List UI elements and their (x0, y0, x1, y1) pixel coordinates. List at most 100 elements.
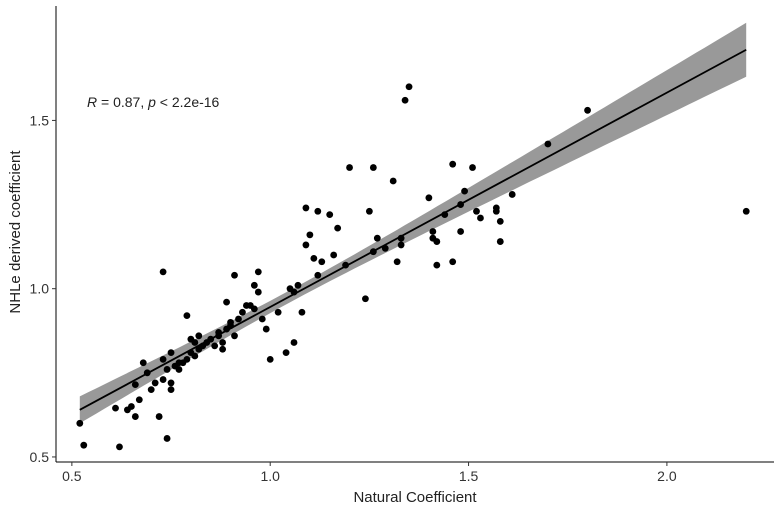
data-point (369, 164, 377, 171)
data-point (294, 281, 302, 289)
data-point (191, 352, 199, 360)
data-point (211, 342, 219, 350)
data-point (131, 413, 139, 420)
data-point (306, 231, 314, 239)
data-point (508, 191, 516, 198)
data-point (135, 396, 143, 404)
data-point (334, 224, 342, 232)
data-point (544, 140, 552, 148)
data-point (449, 258, 457, 266)
data-point (290, 339, 298, 346)
data-point (365, 207, 373, 215)
data-point (167, 379, 175, 387)
data-point (433, 261, 441, 269)
data-point (584, 106, 591, 114)
data-point (330, 251, 338, 259)
data-point (393, 258, 401, 266)
data-point (262, 325, 270, 333)
data-point (342, 261, 349, 269)
data-point (219, 345, 227, 353)
annotation-r-value: = 0.87, (97, 94, 148, 110)
data-point (215, 329, 223, 336)
data-point (314, 207, 322, 215)
data-point (318, 258, 326, 266)
data-point (163, 366, 171, 373)
data-point (314, 271, 322, 279)
data-point (183, 355, 191, 363)
data-point (266, 355, 274, 363)
data-point (425, 194, 433, 202)
data-point (282, 349, 290, 357)
data-point (449, 160, 457, 168)
y-tick-label: 0.5 (30, 449, 50, 465)
data-point (401, 96, 409, 104)
x-ticks: 0.5 1.0 1.5 2.0 (62, 462, 677, 484)
data-point (143, 369, 151, 377)
data-point (159, 268, 167, 276)
data-point (191, 339, 199, 346)
data-point (167, 349, 175, 357)
data-point (175, 366, 183, 373)
data-point (441, 211, 449, 219)
data-point (163, 435, 171, 442)
points-layer (76, 83, 750, 451)
data-point (127, 403, 135, 410)
data-point (302, 204, 310, 212)
confidence-band (79, 22, 747, 424)
x-tick-label: 1.0 (260, 468, 280, 484)
y-ticks: 0.5 1.0 1.5 (30, 112, 56, 465)
data-point (389, 177, 397, 185)
confidence-band-layer (79, 22, 747, 424)
x-tick-label: 2.0 (657, 468, 677, 484)
correlation-annotation: R = 0.87, p < 2.2e-16 (87, 94, 220, 110)
data-point (227, 322, 234, 330)
data-point (457, 201, 465, 208)
data-point (250, 305, 258, 313)
data-point (290, 288, 298, 296)
data-point (231, 271, 238, 279)
data-point (373, 234, 381, 242)
data-point (239, 308, 246, 316)
data-point (195, 332, 203, 340)
x-axis-title: Natural Coefficient (353, 489, 477, 506)
data-point (457, 228, 465, 235)
data-point (112, 404, 119, 412)
y-axis-title: NHLe derived coefficient (7, 150, 24, 314)
data-point (219, 339, 227, 346)
data-point (254, 288, 262, 296)
data-point (151, 379, 159, 387)
data-point (302, 241, 310, 249)
data-point (397, 241, 405, 249)
data-point (131, 381, 139, 388)
data-point (116, 443, 123, 451)
data-point (183, 312, 191, 320)
x-tick-label: 1.5 (459, 468, 479, 484)
data-point (254, 268, 262, 276)
data-point (405, 83, 413, 91)
data-point (235, 315, 242, 323)
annotation-p-symbol: p (147, 94, 156, 110)
data-point (250, 281, 258, 289)
data-point (76, 419, 84, 427)
data-point (167, 386, 175, 394)
data-point (346, 164, 353, 171)
annotation-p-value: < 2.2e-16 (156, 94, 220, 110)
data-point (397, 234, 405, 242)
data-point (492, 207, 500, 215)
data-point (461, 187, 468, 195)
data-point (433, 238, 441, 245)
data-point (80, 441, 88, 449)
data-point (473, 207, 480, 215)
data-point (469, 164, 476, 171)
axes-layer (55, 6, 774, 463)
y-tick-label: 1.5 (30, 112, 50, 128)
annotation-r-symbol: R (87, 94, 97, 110)
data-point (362, 295, 369, 303)
data-point (369, 248, 377, 256)
data-point (496, 238, 504, 245)
data-point (223, 298, 230, 306)
data-point (381, 244, 389, 252)
data-point (155, 413, 163, 420)
data-point (477, 214, 484, 222)
